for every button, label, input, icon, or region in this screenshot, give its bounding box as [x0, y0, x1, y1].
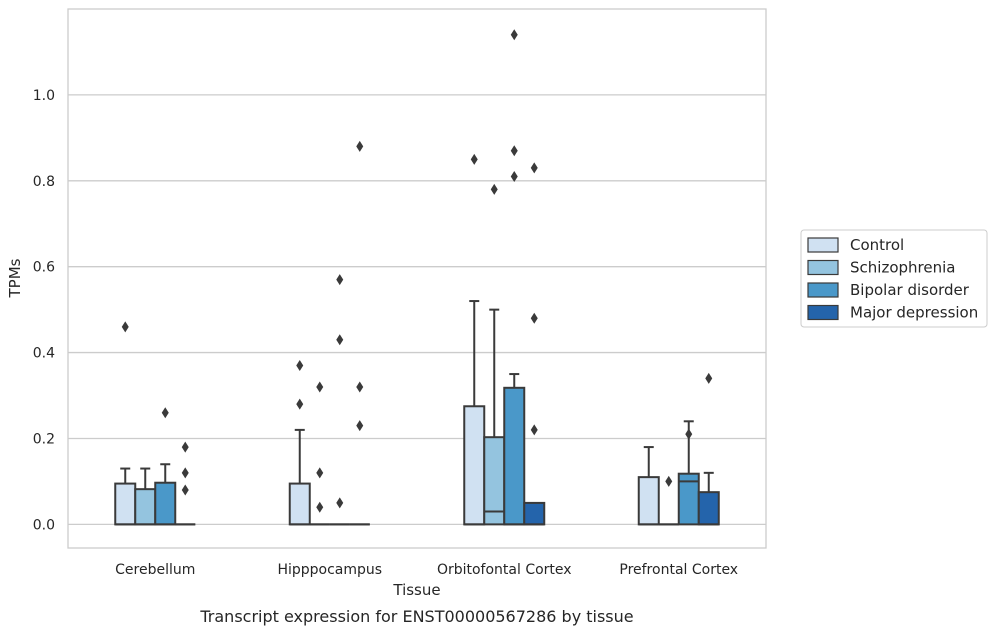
outlier-point: [316, 501, 324, 513]
outlier-point: [510, 145, 518, 157]
outlier-point: [336, 334, 344, 346]
box-body: [503, 386, 526, 526]
box-schizophrenia: [134, 467, 157, 526]
box-body: [134, 488, 157, 526]
outlier-point: [336, 497, 344, 509]
outlier-point: [665, 475, 673, 487]
x-axis-label: Tissue: [392, 581, 440, 599]
box-body: [114, 482, 137, 526]
box-control: [288, 428, 311, 526]
outlier-point: [685, 428, 693, 440]
x-tick-label: Hipppocampus: [277, 562, 382, 578]
box-body: [697, 491, 720, 526]
outlier-point: [510, 29, 518, 41]
outlier-point: [490, 183, 498, 195]
y-tick-label: 0.6: [33, 260, 55, 276]
outlier-point: [316, 467, 324, 479]
legend-label: Major depression: [850, 304, 978, 322]
outlier-point: [336, 274, 344, 286]
y-tick-labels: 0.0 0.2 0.4 0.6 0.8 1.0: [33, 88, 55, 533]
outlier-point: [530, 312, 538, 324]
outlier-point: [296, 359, 304, 371]
y-tick-label: 0.8: [33, 174, 55, 190]
box-control: [463, 300, 486, 526]
outlier-point: [356, 140, 364, 152]
legend-label: Bipolar disorder: [850, 281, 970, 299]
outlier-point: [530, 424, 538, 436]
outlier-point: [316, 381, 324, 393]
outlier-point: [510, 170, 518, 182]
box-body: [288, 482, 311, 526]
outlier-point: [356, 420, 364, 432]
outlier-point: [181, 441, 189, 453]
x-tick-label: Orbitofontal Cortex: [437, 562, 572, 578]
plot-frame: [67, 8, 767, 549]
box-major-depression: [697, 471, 720, 526]
y-tick-label: 0.0: [33, 517, 55, 533]
box-body: [523, 501, 546, 526]
x-tick-labels: Cerebellum Hipppocampus Orbitofontal Corte…: [115, 562, 738, 578]
box-body: [154, 481, 177, 526]
outlier-point: [296, 398, 304, 410]
legend-swatch: [807, 282, 839, 298]
outlier-point: [181, 484, 189, 496]
outlier-point: [181, 467, 189, 479]
y-tick-label: 1.0: [33, 88, 55, 104]
box-body: [637, 476, 660, 526]
outlier-point: [705, 372, 713, 384]
box-major-depression: [523, 501, 546, 526]
x-tick-label: Prefrontal Cortex: [619, 562, 738, 578]
box-bipolar-disorder: [503, 373, 526, 526]
legend-frame: [800, 229, 988, 328]
legend: Control Schizophrenia Bipolar disorder Majo…: [800, 229, 988, 328]
outlier-point: [161, 407, 169, 419]
outlier-point: [356, 381, 364, 393]
plot-background: [68, 9, 766, 548]
outlier-point: [530, 162, 538, 174]
y-axis-label: TPMs: [6, 258, 24, 298]
x-tick-label: Cerebellum: [115, 562, 195, 578]
y-tick-label: 0.2: [33, 431, 55, 447]
legend-label: Schizophrenia: [850, 259, 955, 277]
outlier-point: [470, 153, 478, 165]
outliers: [121, 29, 713, 513]
legend-swatch: [807, 237, 839, 253]
box-body: [463, 405, 486, 526]
box-control: [637, 446, 660, 526]
box-bipolar-disorder: [154, 463, 177, 526]
y-tick-label: 0.4: [33, 346, 55, 362]
legend-swatch: [807, 259, 839, 276]
chart-caption: Transcript expression for ENST0000056728…: [199, 607, 633, 626]
boxes: [114, 300, 720, 526]
legend-label: Control: [850, 236, 904, 254]
legend-swatch: [807, 304, 839, 321]
outlier-point: [121, 321, 129, 333]
